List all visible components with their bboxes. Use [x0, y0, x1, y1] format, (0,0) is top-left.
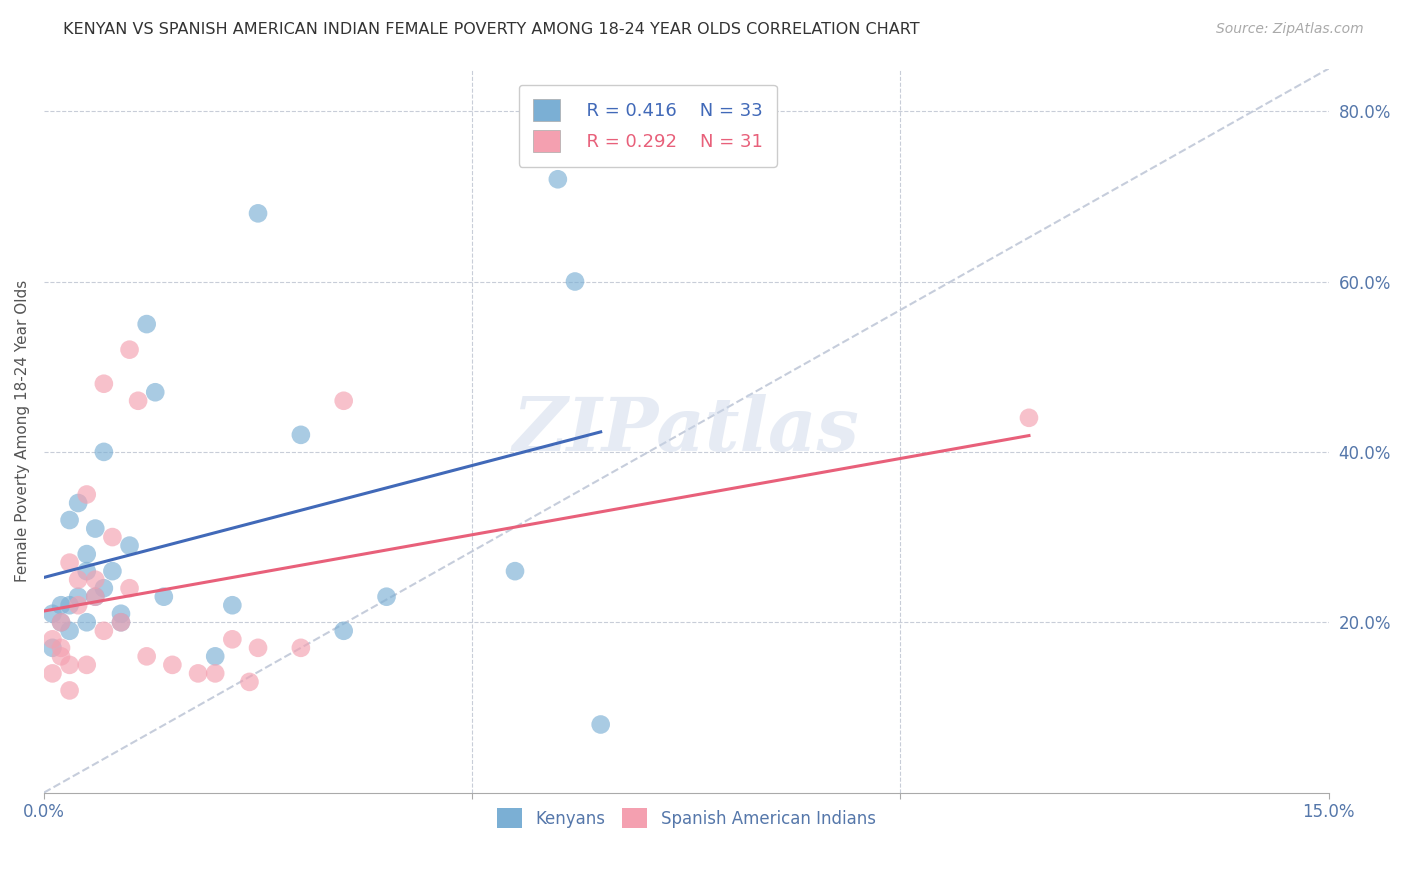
Point [41, 607, 63, 621]
Point [589, 717, 612, 731]
Point [58, 513, 80, 527]
Point [84, 522, 107, 536]
Point [84, 573, 107, 587]
Point [41, 632, 63, 647]
Point [49, 599, 72, 613]
Point [221, 599, 243, 613]
Point [110, 615, 132, 630]
Point [290, 427, 312, 442]
Point [187, 666, 209, 681]
Point [101, 530, 124, 544]
Point [135, 649, 157, 664]
Point [76, 487, 98, 501]
Point [58, 683, 80, 698]
Point [247, 206, 270, 220]
Point [76, 547, 98, 561]
Text: ZIPatlas: ZIPatlas [513, 394, 860, 467]
Point [204, 649, 226, 664]
Point [118, 343, 141, 357]
Point [93, 445, 115, 459]
Point [503, 564, 526, 578]
Point [110, 615, 132, 630]
Point [49, 615, 72, 630]
Point [76, 564, 98, 578]
Point [127, 393, 149, 408]
Legend: Kenyans, Spanish American Indians: Kenyans, Spanish American Indians [491, 801, 882, 835]
Point [93, 376, 115, 391]
Point [84, 590, 107, 604]
Point [153, 590, 176, 604]
Point [58, 657, 80, 672]
Point [110, 607, 132, 621]
Point [332, 393, 354, 408]
Point [67, 590, 90, 604]
Y-axis label: Female Poverty Among 18-24 Year Olds: Female Poverty Among 18-24 Year Olds [15, 279, 30, 582]
Point [49, 649, 72, 664]
Point [204, 666, 226, 681]
Point [93, 624, 115, 638]
Point [93, 581, 115, 595]
Point [221, 632, 243, 647]
Point [41, 666, 63, 681]
Point [135, 317, 157, 331]
Point [76, 657, 98, 672]
Point [547, 172, 569, 186]
Point [118, 539, 141, 553]
Point [247, 640, 270, 655]
Point [143, 385, 166, 400]
Point [1018, 410, 1040, 425]
Point [49, 640, 72, 655]
Point [41, 640, 63, 655]
Text: Source: ZipAtlas.com: Source: ZipAtlas.com [1216, 22, 1364, 37]
Point [67, 573, 90, 587]
Point [238, 674, 260, 689]
Point [290, 640, 312, 655]
Point [84, 590, 107, 604]
Point [162, 657, 184, 672]
Text: KENYAN VS SPANISH AMERICAN INDIAN FEMALE POVERTY AMONG 18-24 YEAR OLDS CORRELATI: KENYAN VS SPANISH AMERICAN INDIAN FEMALE… [63, 22, 920, 37]
Point [58, 599, 80, 613]
Point [564, 275, 586, 289]
Point [76, 615, 98, 630]
Point [58, 624, 80, 638]
Point [375, 590, 398, 604]
Point [101, 564, 124, 578]
Point [118, 581, 141, 595]
Point [67, 599, 90, 613]
Point [49, 615, 72, 630]
Point [332, 624, 354, 638]
Point [67, 496, 90, 510]
Point [58, 556, 80, 570]
